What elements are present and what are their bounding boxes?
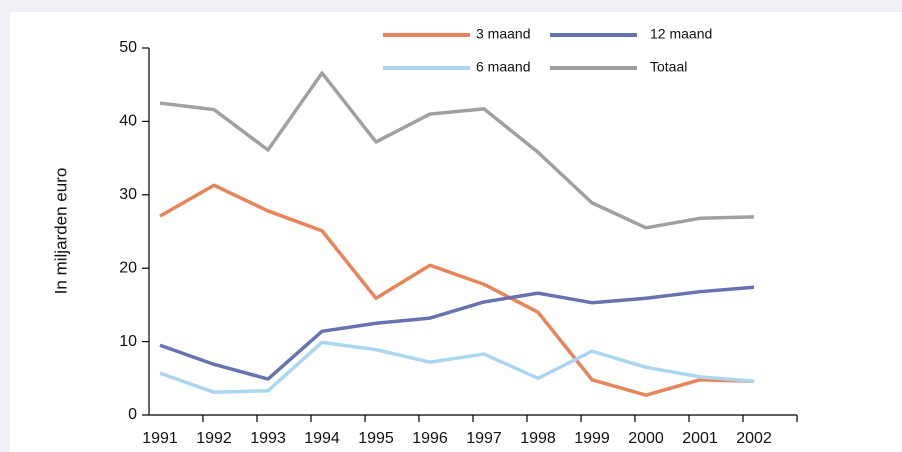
legend-label: 3 maand	[476, 26, 530, 42]
legend-label: 6 maand	[476, 59, 530, 75]
series-line	[159, 71, 755, 230]
x-tick-label: 2001	[682, 430, 718, 447]
y-tick-label: 20	[119, 259, 137, 276]
y-axis-label: In miljarden euro	[51, 168, 70, 295]
series-line	[159, 340, 755, 394]
x-tick-label: 1998	[520, 430, 556, 447]
panel	[10, 12, 902, 452]
y-tick-label: 10	[119, 333, 137, 350]
x-tick-label: 2002	[736, 430, 772, 447]
series-line	[159, 183, 755, 397]
x-tick-label: 1994	[304, 430, 340, 447]
x-tick-label: 2000	[628, 430, 664, 447]
x-tick-label: 1995	[358, 430, 394, 447]
x-tick-label: 1993	[250, 430, 286, 447]
y-tick-label: 30	[119, 186, 137, 203]
legend-label: Totaal	[650, 59, 687, 75]
series-line	[159, 285, 755, 381]
x-tick-label: 1991	[142, 430, 178, 447]
y-tick-label: 50	[119, 39, 137, 56]
x-tick-label: 1996	[412, 430, 448, 447]
x-tick-label: 1999	[574, 430, 610, 447]
y-tick-label: 0	[128, 406, 137, 423]
x-tick-label: 1992	[196, 430, 232, 447]
y-tick-label: 40	[119, 113, 137, 130]
legend-label: 12 maand	[650, 26, 712, 42]
x-tick-label: 1997	[466, 430, 502, 447]
